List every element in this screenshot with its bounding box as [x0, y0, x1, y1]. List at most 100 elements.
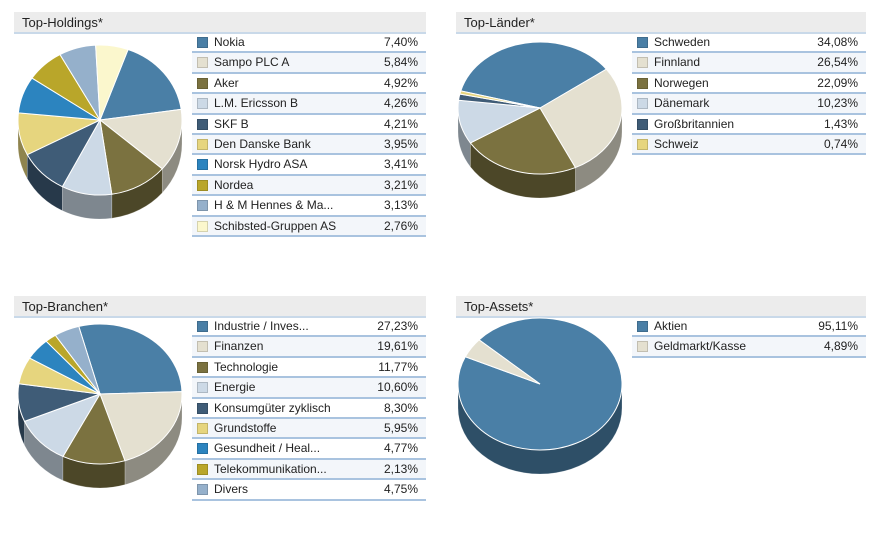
pie-chart-holdings — [17, 44, 183, 220]
legend-item: Energie 10,60% — [192, 378, 426, 399]
legend-value: 10,60% — [377, 380, 418, 395]
legend-value: 19,61% — [377, 339, 418, 354]
legend-value: 2,13% — [383, 461, 418, 476]
legend-item: Schweiz 0,74% — [632, 134, 866, 156]
legend-value: 4,75% — [383, 482, 418, 497]
legend-value: 3,21% — [383, 177, 418, 192]
panel-title: Top-Holdings* — [14, 12, 426, 34]
legend-label: Schweiz — [654, 136, 699, 151]
pie-slice-10 — [95, 44, 129, 121]
legend-swatch — [197, 138, 208, 150]
legend-swatch — [197, 382, 208, 394]
pie-slice-3 — [62, 392, 126, 465]
legend-swatch — [197, 463, 208, 475]
pie-slice-2 — [98, 108, 183, 170]
legend-label: Den Danske Bank — [214, 136, 311, 151]
legend-value: 3,95% — [383, 136, 418, 151]
legend-swatch — [197, 402, 208, 414]
legend-item: Nordea 3,21% — [192, 175, 426, 197]
legend-swatch — [197, 77, 208, 89]
legend-item: Finanzen 19,61% — [192, 337, 426, 358]
legend-label: Schibsted-Gruppen AS — [214, 218, 337, 233]
legend-item: SKF B 4,21% — [192, 115, 426, 135]
legend-swatch — [197, 118, 208, 130]
legend-value: 2,76% — [383, 218, 418, 233]
legend-label: Gesundheit / Heal... — [214, 441, 321, 456]
legend-value: 11,77% — [378, 359, 418, 374]
legend-label: H & M Hennes & Ma... — [214, 198, 334, 213]
legend-label: Nokia — [214, 35, 245, 49]
legend-value: 4,89% — [823, 339, 858, 354]
legend-item: Norwegen 22,09% — [632, 74, 866, 95]
legend-label: Industrie / Inves... — [214, 319, 309, 333]
legend-item: Norsk Hydro ASA 3,41% — [192, 155, 426, 176]
legend-item: Schweden 34,08% — [632, 33, 866, 54]
legend-item: Technologie 11,77% — [192, 358, 426, 379]
legend-swatch — [197, 37, 208, 48]
legend-label: Telekommunikation... — [214, 461, 327, 476]
legend-item: Nokia 7,40% — [192, 33, 426, 54]
legend-value: 8,30% — [383, 400, 418, 415]
legend-label: SKF B — [214, 116, 249, 131]
panel-top-branchen: Top-Branchen* Industrie / Inves... 27,23%… — [0, 284, 430, 542]
pie-slice-1 — [460, 41, 608, 109]
legend-value: 95,11% — [818, 319, 858, 333]
legend-swatch — [197, 57, 208, 69]
legend-label: Großbritannien — [654, 116, 735, 131]
legend-item: H & M Hennes & Ma... 3,13% — [192, 196, 426, 217]
legend-value: 5,95% — [383, 420, 418, 435]
legend-item: Grundstoffe 5,95% — [192, 418, 426, 440]
legend-label: Divers — [214, 482, 249, 497]
legend-swatch — [197, 220, 208, 232]
legend-branchen: Industrie / Inves... 27,23% Finanzen 19,61%… — [192, 317, 426, 501]
legend-value: 27,23% — [377, 319, 418, 333]
pie-slice-2 — [464, 339, 541, 385]
pie-slice-6 — [459, 90, 541, 109]
legend-item: Großbritannien 1,43% — [632, 115, 866, 135]
panel-top-holdings: Top-Holdings* Nokia 7,40% Sampo PLC A 5,84%… — [0, 0, 430, 280]
legend-label: Norsk Hydro ASA — [214, 157, 308, 172]
legend-label: Geldmarkt/Kasse — [654, 339, 747, 354]
pie-slice-2 — [539, 68, 623, 169]
legend-swatch — [197, 484, 208, 496]
panel-title: Top-Branchen* — [14, 296, 426, 318]
legend-item: Dänemark 10,23% — [632, 94, 866, 115]
legend-label: Norwegen — [654, 75, 709, 90]
legend-label: Konsumgüter zyklisch — [214, 400, 331, 415]
legend-value: 26,54% — [817, 55, 858, 70]
legend-item: Sampo PLC A 5,84% — [192, 53, 426, 74]
legend-assets: Aktien 95,11% Geldmarkt/Kasse 4,89% — [632, 317, 866, 358]
legend-value: 3,13% — [383, 198, 418, 213]
pie-chart-laender — [457, 41, 623, 199]
legend-item: L.M. Ericsson B 4,26% — [192, 94, 426, 115]
legend-item: Finnland 26,54% — [632, 53, 866, 74]
legend-swatch — [637, 118, 648, 130]
legend-swatch — [637, 341, 648, 353]
legend-item: Geldmarkt/Kasse 4,89% — [632, 337, 866, 358]
legend-swatch — [197, 321, 208, 332]
legend-swatch — [637, 138, 648, 150]
legend-value: 4,92% — [383, 75, 418, 90]
legend-item: Den Danske Bank 3,95% — [192, 134, 426, 156]
legend-value: 4,77% — [383, 441, 418, 456]
legend-swatch — [197, 159, 208, 171]
legend-item: Telekommunikation... 2,13% — [192, 459, 426, 481]
legend-label: Dänemark — [654, 96, 710, 111]
legend-value: 22,09% — [817, 75, 858, 90]
legend-value: 4,26% — [383, 96, 418, 111]
legend-swatch — [197, 98, 208, 110]
legend-swatch — [197, 200, 208, 212]
legend-value: 34,08% — [817, 35, 858, 49]
panel-top-laender: Top-Länder* Schweden 34,08% Finnland 26,54%… — [440, 0, 870, 280]
legend-label: Schweden — [654, 35, 711, 49]
panel-title: Top-Länder* — [456, 12, 866, 34]
legend-item: Aker 4,92% — [192, 74, 426, 95]
legend-value: 1,43% — [823, 116, 858, 131]
legend-item: Industrie / Inves... 27,23% — [192, 317, 426, 338]
pie-slice-2 — [99, 391, 183, 462]
legend-swatch — [637, 98, 648, 110]
legend-value: 10,23% — [817, 96, 858, 111]
legend-swatch — [637, 77, 648, 89]
legend-swatch — [637, 37, 648, 48]
legend-item: Gesundheit / Heal... 4,77% — [192, 439, 426, 460]
